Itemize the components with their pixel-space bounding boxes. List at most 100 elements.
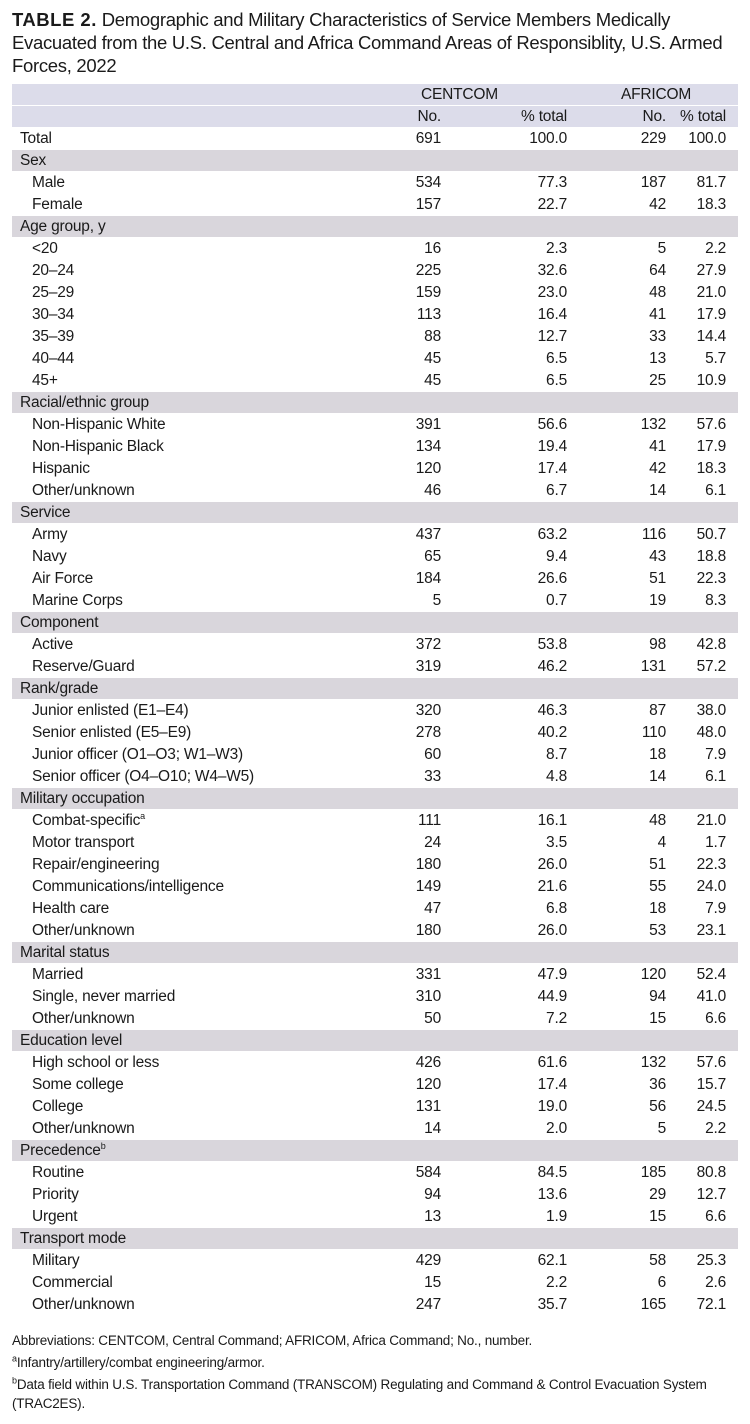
- table-row: College 131 19.0 56 24.5: [12, 1095, 739, 1118]
- header-africom-pct: % total: [673, 105, 739, 128]
- cell-centcom-pct: 1.9: [448, 1205, 574, 1228]
- row-label: 25–29: [12, 281, 345, 304]
- cell-centcom-pct: 46.2: [448, 655, 574, 678]
- cell-africom-pct: 6.6: [673, 1007, 739, 1030]
- cell-africom-no: 132: [574, 413, 673, 436]
- cell-africom-no: 51: [574, 567, 673, 590]
- cell-africom-pct: 2.2: [673, 1117, 739, 1140]
- cell-africom-pct: [673, 1139, 739, 1162]
- cell-centcom-pct: 12.7: [448, 325, 574, 348]
- row-label: Commercial: [12, 1271, 345, 1294]
- section-header-row: Rank/grade: [12, 677, 739, 700]
- cell-africom-pct: 23.1: [673, 919, 739, 942]
- table-row: Other/unknown 14 2.0 5 2.2: [12, 1117, 739, 1140]
- cell-africom-no: 13: [574, 347, 673, 370]
- cell-africom-no: 131: [574, 655, 673, 678]
- cell-centcom-no: 180: [345, 853, 448, 876]
- cell-centcom-pct: 63.2: [448, 523, 574, 546]
- cell-africom-no: 36: [574, 1073, 673, 1096]
- row-label: Non-Hispanic Black: [12, 435, 345, 458]
- row-label: Air Force: [12, 567, 345, 590]
- cell-centcom-no: 60: [345, 743, 448, 766]
- cell-africom-no: 132: [574, 1051, 673, 1074]
- cell-africom-pct: 18.3: [673, 193, 739, 216]
- cell-africom-pct: 1.7: [673, 831, 739, 854]
- footnote-marker: b: [100, 1140, 106, 1151]
- footnote-b: bData field within U.S. Transportation C…: [12, 1375, 707, 1411]
- cell-africom-no: 33: [574, 325, 673, 348]
- cell-centcom-pct: [448, 149, 574, 172]
- cell-africom-pct: 18.3: [673, 457, 739, 480]
- cell-centcom-no: [345, 677, 448, 700]
- section-header-row: Transport mode: [12, 1227, 739, 1250]
- cell-centcom-no: [345, 611, 448, 634]
- row-label: Transport mode: [12, 1227, 345, 1250]
- cell-africom-no: 19: [574, 589, 673, 612]
- table-row: Junior enlisted (E1–E4) 320 46.3 87 38.0: [12, 699, 739, 722]
- cell-centcom-no: [345, 941, 448, 964]
- cell-africom-pct: 25.3: [673, 1249, 739, 1272]
- cell-centcom-pct: 21.6: [448, 875, 574, 898]
- cell-africom-pct: [673, 941, 739, 964]
- cell-centcom-no: 113: [345, 303, 448, 326]
- header-africom-no: No.: [574, 105, 673, 128]
- cell-centcom-no: 310: [345, 985, 448, 1008]
- row-label: Other/unknown: [12, 1293, 345, 1316]
- row-label: Other/unknown: [12, 479, 345, 502]
- cell-africom-pct: 57.6: [673, 413, 739, 436]
- cell-africom-pct: 38.0: [673, 699, 739, 722]
- cell-centcom-pct: 17.4: [448, 457, 574, 480]
- table-row: Hispanic 120 17.4 42 18.3: [12, 457, 739, 480]
- cell-africom-no: [574, 501, 673, 524]
- cell-africom-no: 43: [574, 545, 673, 568]
- footnote-marker: a: [12, 1353, 17, 1364]
- abbreviations-note: Abbreviations: CENTCOM, Central Command;…: [12, 1333, 533, 1348]
- cell-africom-no: [574, 1029, 673, 1052]
- cell-africom-no: 185: [574, 1161, 673, 1184]
- cell-centcom-pct: 77.3: [448, 171, 574, 194]
- cell-africom-no: [574, 1227, 673, 1250]
- cell-centcom-no: 46: [345, 479, 448, 502]
- cell-africom-no: 29: [574, 1183, 673, 1206]
- row-label: Military occupation: [12, 787, 345, 810]
- cell-africom-no: [574, 787, 673, 810]
- row-label: Repair/engineering: [12, 853, 345, 876]
- row-label: Marine Corps: [12, 589, 345, 612]
- cell-africom-pct: 50.7: [673, 523, 739, 546]
- table-row: Motor transport 24 3.5 4 1.7: [12, 831, 739, 854]
- row-label: Single, never married: [12, 985, 345, 1008]
- cell-centcom-no: [345, 215, 448, 238]
- cell-africom-no: 14: [574, 479, 673, 502]
- row-label: Urgent: [12, 1205, 345, 1228]
- cell-africom-no: 98: [574, 633, 673, 656]
- cell-africom-pct: 21.0: [673, 281, 739, 304]
- cell-centcom-pct: 6.5: [448, 369, 574, 392]
- cell-centcom-no: 33: [345, 765, 448, 788]
- cell-africom-no: 187: [574, 171, 673, 194]
- row-label: Junior officer (O1–O3; W1–W3): [12, 743, 345, 766]
- cell-africom-pct: 72.1: [673, 1293, 739, 1316]
- cell-africom-no: 42: [574, 193, 673, 216]
- cell-centcom-no: 134: [345, 435, 448, 458]
- cell-centcom-pct: [448, 215, 574, 238]
- cell-africom-no: [574, 215, 673, 238]
- section-header-row: Age group, y: [12, 215, 739, 238]
- cell-africom-no: 18: [574, 897, 673, 920]
- cell-centcom-pct: 2.3: [448, 237, 574, 260]
- row-label: 30–34: [12, 303, 345, 326]
- cell-africom-pct: [673, 501, 739, 524]
- cell-africom-pct: 2.6: [673, 1271, 739, 1294]
- table-row: Army 437 63.2 116 50.7: [12, 523, 739, 546]
- cell-africom-pct: 42.8: [673, 633, 739, 656]
- table-row: Military 429 62.1 58 25.3: [12, 1249, 739, 1272]
- cell-centcom-no: 50: [345, 1007, 448, 1030]
- row-label: Component: [12, 611, 345, 634]
- table-row: Urgent 13 1.9 15 6.6: [12, 1205, 739, 1228]
- row-label: Male: [12, 171, 345, 194]
- cell-africom-no: [574, 611, 673, 634]
- table-row: Air Force 184 26.6 51 22.3: [12, 567, 739, 590]
- cell-africom-pct: 27.9: [673, 259, 739, 282]
- cell-centcom-no: 584: [345, 1161, 448, 1184]
- table-row: 35–39 88 12.7 33 14.4: [12, 325, 739, 348]
- cell-centcom-pct: 32.6: [448, 259, 574, 282]
